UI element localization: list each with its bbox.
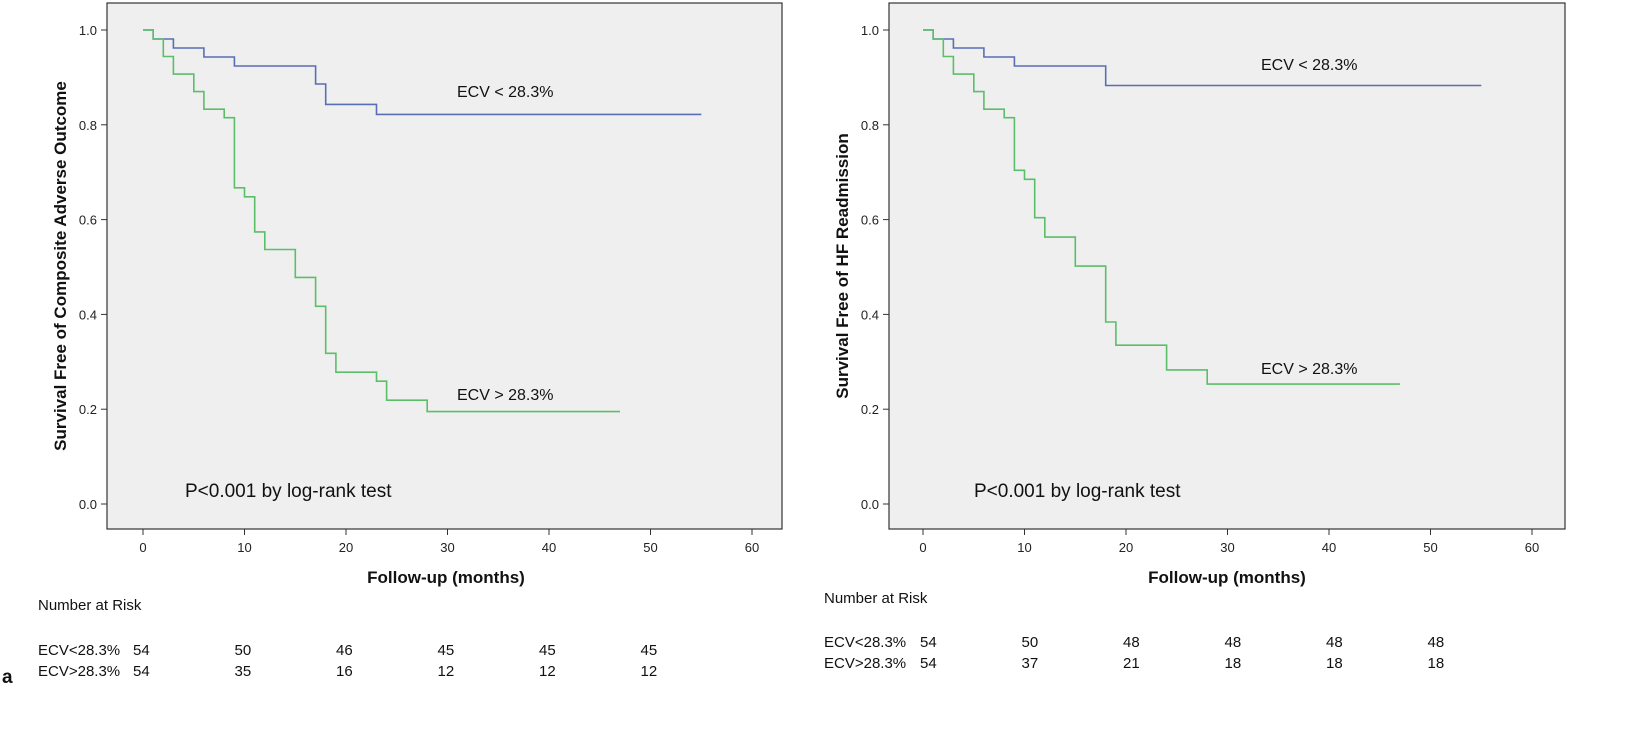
x-tick-label: 60 [1525,540,1539,555]
risk-table: ECV<28.3% 54 50 48 48 48 48 ECV>28.3% 54 37 21 18 18… [824,634,1444,672]
survival-curves [923,29,1482,385]
risk-count: 35 [235,663,252,680]
x-axis-title: Follow-up (months) [1148,568,1306,587]
risk-count: 54 [920,655,937,672]
risk-count: 46 [336,642,353,659]
x-tick-label: 20 [339,540,353,555]
risk-row-label: ECV>28.3% [824,655,906,672]
y-tick-label: 1.0 [79,23,97,38]
risk-count: 50 [1022,634,1039,651]
panel-a: 0 10 20 30 40 50 60 0.0 0.2 0.4 0.6 0.8 1.0 ECV < 2… [0,0,822,725]
ecv-high-curve [923,29,1400,385]
y-axis-title: Survival Free of HF Readmission [833,133,852,398]
y-tick-label: 0.2 [861,402,879,417]
x-axis: 0 10 20 30 40 50 60 [919,529,1539,555]
risk-count: 45 [438,642,455,659]
risk-table-title: Number at Risk [38,597,142,614]
risk-count: 48 [1123,634,1140,651]
risk-count: 18 [1225,655,1242,672]
risk-table-title: Number at Risk [824,590,928,607]
y-tick-label: 0.0 [79,497,97,512]
x-axis-title: Follow-up (months) [367,568,525,587]
risk-count: 48 [1225,634,1242,651]
survival-curves [143,29,702,413]
risk-table: ECV<28.3% 54 50 46 45 45 45 ECV>28.3% 54 35 16 12 12… [38,642,657,680]
x-tick-label: 10 [1017,540,1031,555]
y-tick-label: 0.0 [861,497,879,512]
risk-count: 18 [1326,655,1343,672]
risk-count: 50 [235,642,252,659]
risk-count: 48 [1428,634,1445,651]
lower-curve-label: ECV > 28.3% [457,387,554,404]
risk-count: 54 [133,642,150,659]
risk-row-label: ECV>28.3% [38,663,120,680]
risk-count: 16 [336,663,353,680]
y-tick-label: 0.2 [79,402,97,417]
risk-count: 12 [438,663,455,680]
y-tick-label: 0.4 [861,307,879,322]
x-tick-label: 40 [542,540,556,555]
risk-count: 45 [539,642,556,659]
x-tick-label: 50 [1423,540,1437,555]
x-tick-label: 10 [237,540,251,555]
risk-count: 45 [641,642,658,659]
risk-row-label: ECV<28.3% [38,642,120,659]
p-value-label: P<0.001 by log-rank test [185,481,392,502]
ecv-high-curve [143,29,620,413]
x-tick-label: 0 [919,540,926,555]
x-tick-label: 50 [643,540,657,555]
p-value-label: P<0.001 by log-rank test [974,481,1181,502]
panel-letter: a [2,667,13,688]
plot-area [106,2,783,530]
x-tick-label: 20 [1119,540,1133,555]
plot-area [888,2,1566,530]
y-tick-label: 0.6 [861,213,879,228]
x-tick-label: 30 [1220,540,1234,555]
risk-count: 18 [1428,655,1445,672]
km-chart-a: 0 10 20 30 40 50 60 0.0 0.2 0.4 0.6 0.8 1.0 ECV < 2… [2,2,783,688]
x-tick-label: 60 [745,540,759,555]
risk-count: 12 [539,663,556,680]
y-tick-label: 0.8 [79,118,97,133]
risk-row-label: ECV<28.3% [824,634,906,651]
y-axis: 0.0 0.2 0.4 0.6 0.8 1.0 [79,23,107,512]
y-tick-label: 0.6 [79,213,97,228]
risk-count: 12 [641,663,658,680]
upper-curve-label: ECV < 28.3% [457,84,554,101]
y-axis-title: Survival Free of Composite Adverse Outco… [51,81,70,451]
risk-count: 54 [133,663,150,680]
lower-curve-label: ECV > 28.3% [1261,361,1358,378]
x-axis: 0 10 20 30 40 50 60 [139,529,759,555]
x-tick-label: 0 [139,540,146,555]
y-tick-label: 0.4 [79,307,97,322]
y-axis: 0.0 0.2 0.4 0.6 0.8 1.0 [861,23,889,512]
risk-count: 21 [1123,655,1140,672]
km-chart-b: 0 10 20 30 40 50 60 0.0 0.2 0.4 0.6 0.8 1.0 ECV < 2… [793,2,1566,695]
upper-curve-label: ECV < 28.3% [1261,57,1358,74]
risk-count: 48 [1326,634,1343,651]
y-tick-label: 0.8 [861,118,879,133]
x-tick-label: 40 [1322,540,1336,555]
x-tick-label: 30 [440,540,454,555]
panel-b: 0 10 20 30 40 50 60 0.0 0.2 0.4 0.6 0.8 1.0 ECV < 2… [793,0,1644,725]
y-tick-label: 1.0 [861,23,879,38]
risk-count: 37 [1022,655,1039,672]
risk-count: 54 [920,634,937,651]
